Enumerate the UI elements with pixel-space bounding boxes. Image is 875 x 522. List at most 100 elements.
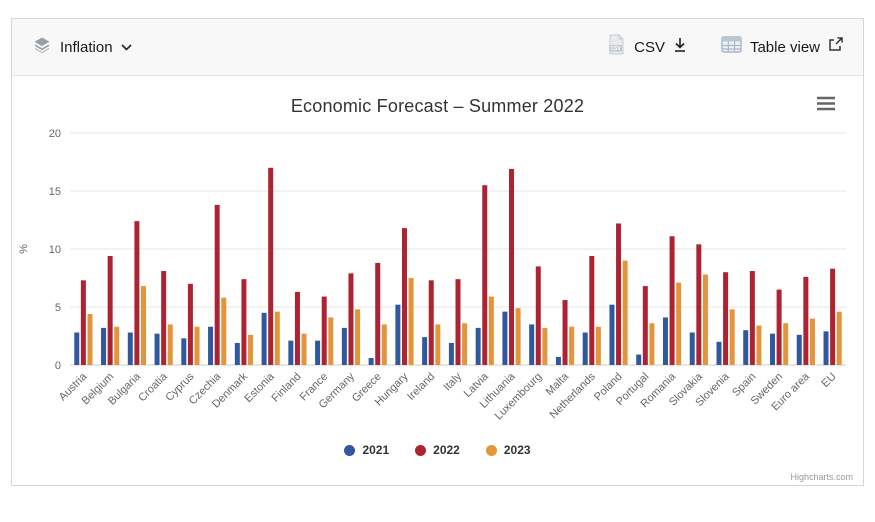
- bar-2023-Bulgaria[interactable]: [140, 286, 146, 365]
- bar-2022-EU[interactable]: [830, 268, 836, 365]
- bar-2022-Hungary[interactable]: [401, 228, 407, 365]
- bar-2022-Croatia[interactable]: [161, 271, 167, 365]
- bar-2022-Germany[interactable]: [348, 273, 354, 365]
- bar-2022-France[interactable]: [321, 296, 327, 365]
- bar-2021-Malta[interactable]: [555, 356, 561, 365]
- bar-2021-Spain[interactable]: [743, 330, 749, 365]
- dataset-dropdown[interactable]: Inflation: [32, 35, 132, 60]
- bar-2023-Italy[interactable]: [462, 323, 468, 365]
- bar-2023-Spain[interactable]: [756, 325, 762, 365]
- bar-2022-Spain[interactable]: [749, 271, 755, 365]
- bar-2023-Poland[interactable]: [622, 260, 628, 365]
- bar-2023-Czechia[interactable]: [221, 297, 227, 365]
- bar-2021-Finland[interactable]: [288, 340, 294, 365]
- bar-2021-Luxembourg[interactable]: [529, 324, 535, 365]
- bar-2023-Austria[interactable]: [87, 313, 93, 365]
- bar-2023-Euro area[interactable]: [809, 318, 815, 365]
- bar-2021-Estonia[interactable]: [261, 312, 267, 365]
- bar-2022-Luxembourg[interactable]: [535, 266, 541, 365]
- bar-2023-Romania[interactable]: [676, 282, 682, 365]
- bar-2021-Austria[interactable]: [74, 332, 80, 365]
- bar-2022-Belgium[interactable]: [107, 255, 113, 365]
- bar-2023-Greece[interactable]: [381, 324, 387, 365]
- bar-2023-Lithuania[interactable]: [515, 308, 521, 365]
- bar-2021-Slovenia[interactable]: [716, 341, 722, 365]
- bar-2023-Belgium[interactable]: [114, 326, 120, 365]
- bar-2021-Belgium[interactable]: [101, 327, 107, 365]
- bar-2022-Estonia[interactable]: [268, 167, 274, 365]
- bar-2023-EU[interactable]: [836, 311, 842, 365]
- bar-2023-Germany[interactable]: [355, 309, 361, 365]
- bar-2021-Sweden[interactable]: [770, 333, 776, 365]
- legend-label: 2023: [503, 443, 531, 457]
- bar-2023-Netherlands[interactable]: [595, 326, 601, 365]
- legend-marker: [344, 444, 356, 456]
- dataset-dropdown-label: Inflation: [60, 38, 113, 56]
- bar-2022-Latvia[interactable]: [482, 185, 488, 365]
- bar-2022-Czechia[interactable]: [214, 204, 220, 365]
- bar-2021-Cyprus[interactable]: [181, 338, 187, 365]
- bar-2022-Netherlands[interactable]: [589, 255, 595, 365]
- bar-2023-Portugal[interactable]: [649, 323, 655, 365]
- bar-2023-Latvia[interactable]: [488, 296, 494, 365]
- bar-2022-Slovakia[interactable]: [696, 244, 702, 365]
- bar-2023-France[interactable]: [328, 317, 334, 365]
- bar-2022-Euro area[interactable]: [803, 276, 809, 365]
- legend-item-2021[interactable]: 2021: [344, 443, 389, 457]
- bar-2021-Romania[interactable]: [662, 317, 668, 365]
- bar-2021-Greece[interactable]: [368, 358, 374, 365]
- bar-2021-Czechia[interactable]: [208, 326, 214, 365]
- hamburger-menu-icon[interactable]: [815, 96, 837, 116]
- highcharts-credits[interactable]: Highcharts.com: [790, 472, 853, 482]
- bar-2021-Netherlands[interactable]: [582, 332, 588, 365]
- bar-2022-Bulgaria[interactable]: [134, 221, 140, 365]
- legend-item-2023[interactable]: 2023: [485, 443, 531, 457]
- bar-2022-Finland[interactable]: [294, 291, 300, 365]
- bar-2021-Denmark[interactable]: [234, 342, 240, 365]
- bar-2021-Hungary[interactable]: [395, 304, 401, 365]
- bar-2021-Italy[interactable]: [448, 342, 454, 365]
- bar-2021-Lithuania[interactable]: [502, 311, 508, 365]
- bar-2023-Sweden[interactable]: [783, 323, 789, 365]
- bar-2023-Denmark[interactable]: [248, 334, 254, 365]
- bar-2021-Latvia[interactable]: [475, 327, 481, 365]
- bar-2022-Denmark[interactable]: [241, 279, 247, 365]
- bar-2023-Slovakia[interactable]: [702, 274, 708, 365]
- bar-2022-Greece[interactable]: [375, 262, 381, 365]
- bar-2022-Malta[interactable]: [562, 300, 568, 365]
- bar-2021-Ireland[interactable]: [422, 337, 428, 365]
- bar-2022-Romania[interactable]: [669, 236, 675, 365]
- bar-2021-Euro area[interactable]: [796, 334, 802, 365]
- bar-2023-Ireland[interactable]: [435, 324, 441, 365]
- bar-2023-Luxembourg[interactable]: [542, 327, 548, 365]
- bar-2021-Croatia[interactable]: [154, 333, 160, 365]
- bar-2023-Cyprus[interactable]: [194, 326, 200, 365]
- bar-2022-Lithuania[interactable]: [509, 168, 515, 365]
- bar-2022-Slovenia[interactable]: [723, 272, 729, 365]
- bar-2023-Estonia[interactable]: [274, 311, 280, 365]
- bar-2021-Bulgaria[interactable]: [127, 332, 133, 365]
- bar-2023-Croatia[interactable]: [167, 324, 173, 365]
- bar-2023-Hungary[interactable]: [408, 278, 414, 365]
- bar-2022-Cyprus[interactable]: [187, 283, 193, 365]
- bar-2022-Poland[interactable]: [616, 223, 622, 365]
- bar-2021-Slovakia[interactable]: [689, 332, 695, 365]
- bar-2021-Portugal[interactable]: [636, 354, 642, 365]
- bar-2022-Austria[interactable]: [80, 280, 86, 365]
- bar-2022-Italy[interactable]: [455, 279, 461, 365]
- bar-2022-Ireland[interactable]: [428, 280, 434, 365]
- bar-2022-Portugal[interactable]: [642, 286, 648, 365]
- legend-item-2022[interactable]: 2022: [415, 443, 460, 457]
- bar-2021-Germany[interactable]: [341, 327, 347, 365]
- bar-2022-Sweden[interactable]: [776, 289, 782, 365]
- bar-2021-EU[interactable]: [823, 331, 829, 365]
- csv-download-button[interactable]: CSV CSV: [606, 34, 687, 61]
- toolbar: Inflation CSV CSV: [12, 19, 863, 76]
- table-view-button[interactable]: Table view: [721, 36, 843, 58]
- bar-2023-Malta[interactable]: [569, 326, 575, 365]
- bar-2023-Slovenia[interactable]: [729, 309, 735, 365]
- bar-2021-France[interactable]: [315, 340, 321, 365]
- bar-2023-Finland[interactable]: [301, 333, 307, 365]
- bar-2021-Poland[interactable]: [609, 304, 615, 365]
- chart-area: Economic Forecast – Summer 2022 0 5 10 15 20…: [12, 76, 863, 485]
